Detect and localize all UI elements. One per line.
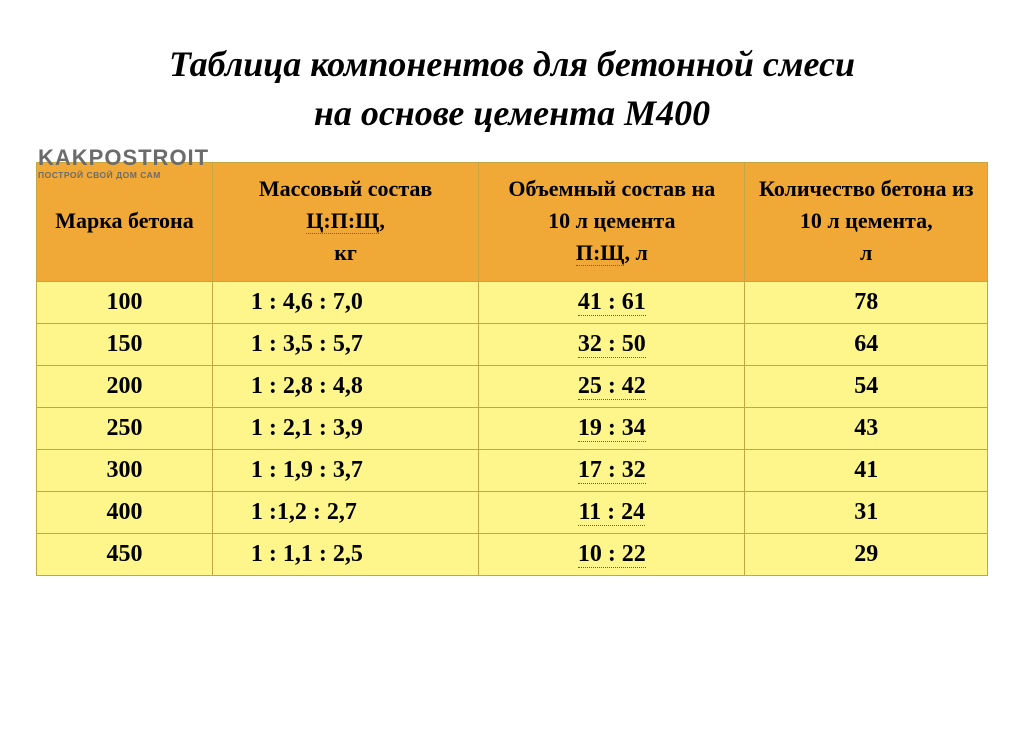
cell: 43	[745, 407, 988, 449]
title-line-2: на основе цемента М400	[40, 89, 984, 138]
cell: 29	[745, 533, 988, 575]
table-header: Марка бетонаМассовый составЦ:П:Щ,кгОбъем…	[37, 163, 988, 282]
cell: 1 : 2,1 : 3,9	[212, 407, 478, 449]
cell: 25 : 42	[479, 365, 745, 407]
cell: 150	[37, 323, 213, 365]
cell: 200	[37, 365, 213, 407]
table-row: 3001 : 1,9 : 3,7 17 : 32 41	[37, 449, 988, 491]
dotted-value: 11 : 24	[578, 499, 645, 526]
table-row: 4501 : 1,1 : 2,5 10 : 22 29	[37, 533, 988, 575]
page-title: Таблица компонентов для бетонной смеси н…	[0, 0, 1024, 162]
table-row: 4001 :1,2 : 2,7 11 : 24 31	[37, 491, 988, 533]
dotted-value: 17 : 32	[578, 457, 646, 484]
title-line-1: Таблица компонентов для бетонной смеси	[40, 40, 984, 89]
cell: 64	[745, 323, 988, 365]
dotted-value: 32 : 50	[578, 331, 646, 358]
cell: 1 : 1,1 : 2,5	[212, 533, 478, 575]
table-row: 2501 : 2,1 : 3,9 19 : 34 43	[37, 407, 988, 449]
cell: 300	[37, 449, 213, 491]
cell: 400	[37, 491, 213, 533]
cell: 10 : 22	[479, 533, 745, 575]
column-header-2: Объемный состав на10 л цементаП:Щ, л	[479, 163, 745, 282]
cell: 100	[37, 281, 213, 323]
cell: 17 : 32	[479, 449, 745, 491]
cell: 11 : 24	[479, 491, 745, 533]
dotted-value: 25 : 42	[578, 373, 646, 400]
components-table: Марка бетонаМассовый составЦ:П:Щ,кгОбъем…	[36, 162, 988, 576]
cell: 41	[745, 449, 988, 491]
table-row: 2001 : 2,8 : 4,8 25 : 42 54	[37, 365, 988, 407]
cell: 54	[745, 365, 988, 407]
column-header-1: Массовый составЦ:П:Щ,кг	[212, 163, 478, 282]
column-header-3: Количество бетона из10 л цемента,л	[745, 163, 988, 282]
cell: 31	[745, 491, 988, 533]
dotted-value: 41 : 61	[578, 289, 646, 316]
dotted-value: 10 : 22	[578, 541, 646, 568]
cell: 1 : 3,5 : 5,7	[212, 323, 478, 365]
cell: 250	[37, 407, 213, 449]
cell: 32 : 50	[479, 323, 745, 365]
cell: 41 : 61	[479, 281, 745, 323]
table-body: 1001 : 4,6 : 7,041 : 61781501 : 3,5 : 5,…	[37, 281, 988, 575]
dotted-token: Ц:П:Щ	[306, 208, 379, 234]
column-header-0: Марка бетона	[37, 163, 213, 282]
table-row: 1501 : 3,5 : 5,7 32 : 50 64	[37, 323, 988, 365]
cell: 1 :1,2 : 2,7	[212, 491, 478, 533]
table-row: 1001 : 4,6 : 7,0 41 : 61 78	[37, 281, 988, 323]
dotted-token: П:Щ	[576, 240, 625, 266]
cell: 1 : 4,6 : 7,0	[212, 281, 478, 323]
cell: 1 : 2,8 : 4,8	[212, 365, 478, 407]
cell: 1 : 1,9 : 3,7	[212, 449, 478, 491]
dotted-value: 19 : 34	[578, 415, 646, 442]
components-table-wrap: Марка бетонаМассовый составЦ:П:Щ,кгОбъем…	[0, 162, 1024, 576]
cell: 78	[745, 281, 988, 323]
cell: 450	[37, 533, 213, 575]
cell: 19 : 34	[479, 407, 745, 449]
